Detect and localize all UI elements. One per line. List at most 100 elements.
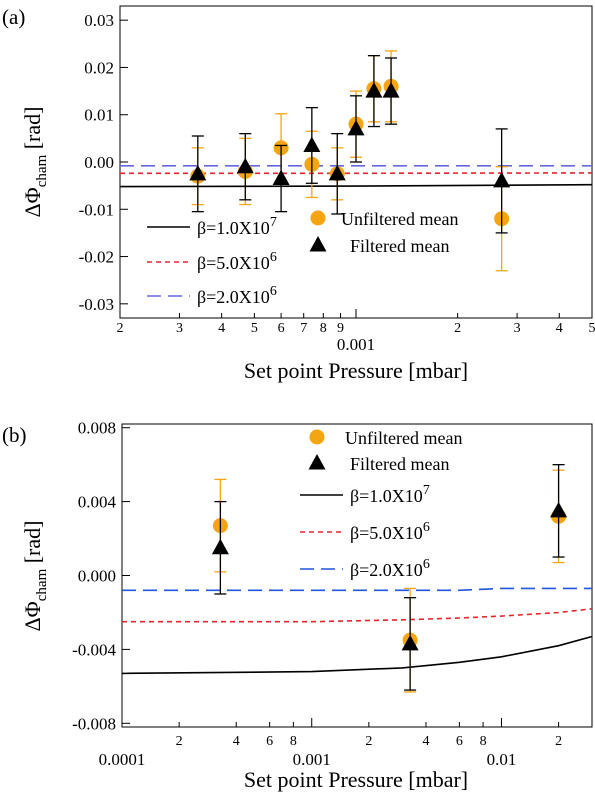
beta-text: β=5.0X10 xyxy=(350,523,423,543)
legend-beta: β=2.0X106 xyxy=(197,284,277,307)
filtered-marker xyxy=(382,82,400,98)
legend-beta: β=1.0X107 xyxy=(197,215,277,238)
filtered-marker xyxy=(328,164,346,181)
legend-beta: β=1.0X107 xyxy=(350,483,430,506)
filtered-marker xyxy=(236,157,254,174)
panel-label: (a) xyxy=(2,5,25,29)
x-axis-label: Set point Pressure [mbar] xyxy=(244,358,468,383)
beta-text: β=2.0X10 xyxy=(350,560,423,580)
y-label-sub: cham xyxy=(34,568,50,601)
x-minor-tick-label: 8 xyxy=(480,734,487,749)
legend-triangle xyxy=(308,454,326,470)
x-minor-tick-label: 6 xyxy=(266,734,273,749)
y-label-sub: cham xyxy=(34,154,50,187)
y-axis-label: ΔΦcham [rad] xyxy=(20,521,50,632)
data-point xyxy=(365,54,383,128)
y-tick-label: 0.008 xyxy=(78,419,116,438)
filtered-marker xyxy=(365,82,383,98)
filtered-marker xyxy=(272,169,290,186)
beta-exponent: 6 xyxy=(423,520,430,535)
legend-label: Unfiltered mean xyxy=(345,428,462,448)
x-major-tick-label: 0.001 xyxy=(337,335,375,354)
data-point xyxy=(550,463,568,558)
x-major-tick-label: 0.01 xyxy=(487,750,517,769)
filtered-marker xyxy=(550,501,568,518)
legend-beta: β=2.0X106 xyxy=(350,557,430,580)
x-minor-tick-label: 3 xyxy=(176,321,183,336)
x-major-tick-label: 0.0001 xyxy=(99,750,146,769)
x-minor-tick-label: 6 xyxy=(278,321,285,336)
beta-text: β=1.0X10 xyxy=(350,486,423,506)
beta-text: β=1.0X10 xyxy=(197,218,270,238)
data-point xyxy=(347,95,365,163)
beta-text: β=5.0X10 xyxy=(197,253,270,273)
filtered-marker xyxy=(401,634,419,651)
beta-text: β=2.0X10 xyxy=(197,287,270,307)
x-minor-tick-label: 4 xyxy=(422,734,429,749)
x-major-tick-label: 0.001 xyxy=(293,750,331,769)
data-point xyxy=(189,135,207,213)
legend-circle xyxy=(309,429,325,445)
filtered-marker xyxy=(347,119,365,136)
x-minor-tick-label: 8 xyxy=(320,321,327,336)
x-minor-tick-label: 7 xyxy=(300,321,307,336)
legend-label: Unfiltered mean xyxy=(341,209,458,229)
filtered-marker xyxy=(189,164,207,181)
model-line-0 xyxy=(119,183,593,188)
x-axis-label: Set point Pressure [mbar] xyxy=(244,767,468,792)
y-label-unit: [rad] xyxy=(20,521,45,569)
y-tick-label: 0.000 xyxy=(78,567,116,586)
y-axis-label: ΔΦcham [rad] xyxy=(20,107,50,218)
data-point xyxy=(328,132,346,215)
data-point xyxy=(303,106,321,184)
x-minor-tick-label: 2 xyxy=(176,734,183,749)
legend-beta: β=5.0X106 xyxy=(197,250,277,273)
y-tick-label: 0.00 xyxy=(84,153,114,172)
y-tick-label: 0.02 xyxy=(84,58,114,77)
data-point xyxy=(211,500,229,595)
y-tick-label: -0.004 xyxy=(72,640,116,659)
model-line-2 xyxy=(122,587,592,592)
x-minor-tick-label: 6 xyxy=(456,734,463,749)
model-line-0 xyxy=(121,635,593,675)
beta-exponent: 6 xyxy=(270,284,277,299)
legend-beta: β=5.0X106 xyxy=(350,520,430,543)
x-minor-tick-label: 4 xyxy=(218,321,225,336)
y-tick-label: -0.03 xyxy=(79,295,114,314)
data-point xyxy=(236,132,254,201)
y-label-main: ΔΦ xyxy=(20,187,45,217)
y-tick-label: -0.02 xyxy=(79,248,114,267)
x-minor-tick-label: 2 xyxy=(454,321,461,336)
legend-label: Filtered mean xyxy=(350,454,449,474)
beta-exponent: 7 xyxy=(270,215,277,230)
x-minor-tick-label: 5 xyxy=(589,321,595,336)
filtered-marker xyxy=(493,171,511,188)
panel-label: (b) xyxy=(2,423,27,447)
x-minor-tick-label: 4 xyxy=(556,321,563,336)
data-point xyxy=(493,128,511,234)
model-line-1 xyxy=(122,608,593,623)
y-tick-label: 0.03 xyxy=(84,11,114,30)
x-minor-tick-label: 2 xyxy=(365,734,372,749)
y-label-main: ΔΦ xyxy=(20,601,45,631)
beta-exponent: 6 xyxy=(270,250,277,265)
data-point xyxy=(272,144,290,213)
x-minor-tick-label: 4 xyxy=(233,734,240,749)
y-tick-label: -0.008 xyxy=(72,714,116,733)
legend-triangle xyxy=(309,236,327,252)
data-point xyxy=(401,597,419,691)
beta-exponent: 6 xyxy=(423,557,430,572)
x-minor-tick-label: 2 xyxy=(117,321,124,336)
legend-circle xyxy=(310,210,326,226)
legend-label: Filtered mean xyxy=(350,236,449,256)
x-minor-tick-label: 8 xyxy=(290,734,297,749)
filtered-marker xyxy=(303,136,321,152)
y-tick-label: 0.01 xyxy=(84,106,114,125)
x-minor-tick-label: 2 xyxy=(555,734,562,749)
y-tick-label: -0.01 xyxy=(79,200,114,219)
data-point xyxy=(382,57,400,125)
x-minor-tick-label: 5 xyxy=(251,321,258,336)
y-tick-label: 0.004 xyxy=(78,493,117,512)
x-minor-tick-label: 3 xyxy=(514,321,521,336)
